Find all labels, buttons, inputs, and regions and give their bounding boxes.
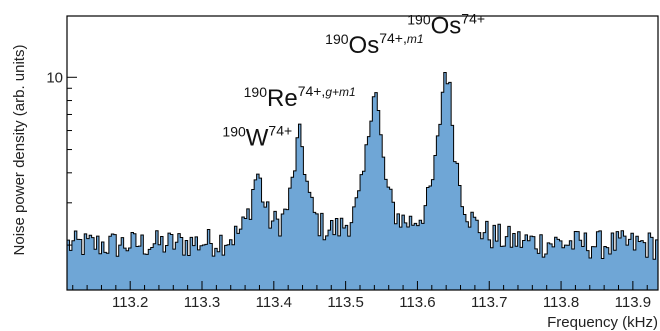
x-tick-label: 113.2 [112, 294, 148, 311]
axes: 113.2 113.3 113.4 113.5 113.6 113.7 113.8 113.9… [46, 15, 659, 311]
plot-area [66, 72, 659, 291]
x-axis-title: Frequency (kHz) [547, 314, 658, 331]
x-tick-label: 113.4 [256, 294, 292, 311]
x-tick-label: 113.3 [184, 294, 220, 311]
peak-annotation: 190Os74+ [407, 11, 485, 40]
x-tick-label: 113.5 [327, 294, 363, 311]
x-tick-label: 113.6 [399, 294, 435, 311]
peak-annotation: 190W74+ [222, 122, 292, 151]
x-tick-label: 113.9 [615, 294, 651, 311]
x-tick-label: 113.8 [543, 294, 579, 311]
peak-annotation: 190Re74+,g+m1 [244, 83, 356, 112]
spectrum-area [66, 72, 659, 291]
x-tick-label: 113.7 [471, 294, 507, 311]
y-axis-title: Noise power density (arb. units) [11, 45, 28, 256]
peak-annotation: 190Os74+,m1 [325, 30, 423, 59]
plot-frame [66, 15, 659, 291]
y-tick-label: 10 [46, 69, 63, 86]
